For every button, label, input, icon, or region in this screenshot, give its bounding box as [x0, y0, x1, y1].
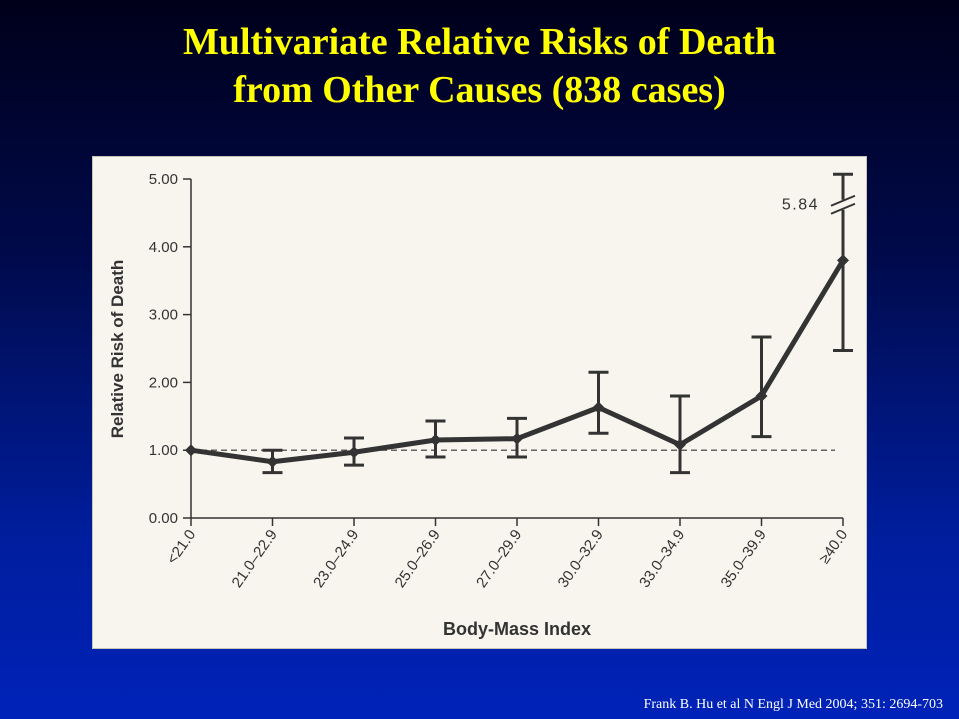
data-point — [185, 444, 197, 457]
slide-title-line-1: Multivariate Relative Risks of Death — [182, 21, 777, 63]
x-tick-label: ≥40.0 — [816, 527, 851, 567]
y-tick-label: 4.00 — [149, 239, 178, 256]
data-point — [266, 455, 279, 468]
x-axis-label: Body-Mass Index — [443, 619, 591, 639]
axis-break-gap — [829, 199, 857, 210]
risk-chart: Relative Risk of Death Body-Mass Index 0… — [108, 171, 857, 639]
axis-break-mark — [830, 202, 856, 215]
citation: Frank B. Hu et al N Engl J Med 2004; 351… — [643, 697, 943, 712]
y-tick-label: 5.00 — [149, 171, 178, 188]
x-tick-label: 21.0–22.9 — [229, 527, 281, 591]
y-tick-label: 2.00 — [149, 374, 178, 391]
data-point — [755, 389, 768, 402]
data-point — [592, 401, 605, 414]
axis-break-mark — [830, 194, 856, 207]
upper-limit-label: 5.84 — [782, 197, 819, 214]
data-point — [674, 438, 686, 451]
y-tick-label: 3.00 — [149, 307, 178, 324]
y-tick-label: 1.00 — [149, 442, 178, 459]
x-tick-label: 30.0–32.9 — [555, 527, 607, 591]
y-axis-label: Relative Risk of Death — [108, 260, 127, 439]
x-tick-label: <21.0 — [164, 527, 200, 568]
data-point — [511, 432, 523, 445]
data-point — [348, 446, 360, 459]
x-tick-label: 33.0–34.9 — [636, 527, 688, 591]
data-point — [429, 434, 442, 447]
y-tick-label: 0.00 — [149, 510, 178, 527]
x-tick-label: 27.0–29.9 — [473, 527, 525, 591]
x-tick-label: 23.0–24.9 — [310, 527, 362, 591]
slide-title-line-2: from Other Causes (838 cases) — [233, 69, 726, 111]
slide-title: Multivariate Relative Risks of Death fro… — [0, 18, 959, 114]
chart-panel: Relative Risk of Death Body-Mass Index 0… — [92, 156, 867, 649]
x-tick-label: 25.0–26.9 — [392, 527, 444, 591]
x-tick-label: 35.0–39.9 — [718, 527, 770, 591]
